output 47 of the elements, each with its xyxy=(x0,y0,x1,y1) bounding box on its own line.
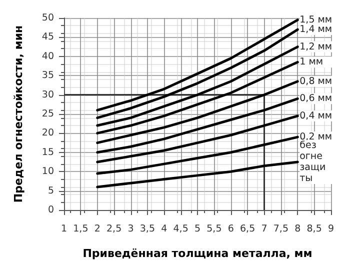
line-series xyxy=(96,97,299,154)
x-tick-label: 7 xyxy=(261,224,268,234)
x-tick-label: 7,5 xyxy=(273,224,288,234)
series-label: 1 мм xyxy=(300,56,324,68)
x-tick-label: 4 xyxy=(161,224,168,234)
y-tick-label: 30 xyxy=(42,89,54,100)
line-series xyxy=(96,160,299,188)
x-tick-label: 8 xyxy=(294,224,301,234)
y-tick-label: 35 xyxy=(42,70,54,82)
series-label: 1,2 мм xyxy=(300,41,332,52)
series-label: 0,4 мм xyxy=(300,110,332,122)
x-tick-label: 6,5 xyxy=(240,224,256,234)
x-tick-label: 6 xyxy=(228,224,234,234)
y-tick-label: 25 xyxy=(42,108,54,120)
series-label: 0,6 мм xyxy=(300,93,332,104)
x-tick-label: 4,5 xyxy=(173,224,188,234)
y-tick-label: 40 xyxy=(42,50,54,62)
y-tick-label: 20 xyxy=(42,128,54,139)
x-tick-label: 8,5 xyxy=(306,224,322,234)
series-label: 1,4 мм xyxy=(300,24,332,36)
x-tick-label: 5,5 xyxy=(206,224,222,234)
line-series xyxy=(96,18,299,112)
series-label: 0,8 мм xyxy=(300,76,332,87)
y-tick-label: 10 xyxy=(42,166,54,178)
series-label: без огнезащиты xyxy=(300,140,326,184)
line-series xyxy=(96,114,299,164)
line-series xyxy=(96,136,299,175)
y-tick-label: 50 xyxy=(42,12,54,24)
x-tick-label: 3 xyxy=(128,224,134,234)
x-axis-title: Приведённая толщина металла, мм xyxy=(82,247,312,260)
y-tick-label: 0 xyxy=(48,204,54,216)
line-series xyxy=(96,80,299,144)
x-tick-label: 1 xyxy=(60,224,68,234)
line-series xyxy=(96,60,299,134)
x-tick-label: 9 xyxy=(328,224,334,234)
y-axis-title: Предел огнестойкости, мин xyxy=(12,25,25,203)
x-tick-label: 2,5 xyxy=(106,224,122,234)
x-tick-label: 5 xyxy=(194,224,201,234)
x-tick-label: 3,5 xyxy=(140,224,155,234)
y-tick-label: 45 xyxy=(42,32,54,43)
x-tick-label: 2 xyxy=(94,224,100,234)
y-tick-label: 15 xyxy=(42,146,54,158)
line-series xyxy=(96,28,299,120)
line-series xyxy=(96,46,299,127)
y-tick-label: 5 xyxy=(48,185,54,196)
x-tick-label: 1,5 xyxy=(73,224,88,234)
series-label: 1,5 мм xyxy=(300,14,332,26)
